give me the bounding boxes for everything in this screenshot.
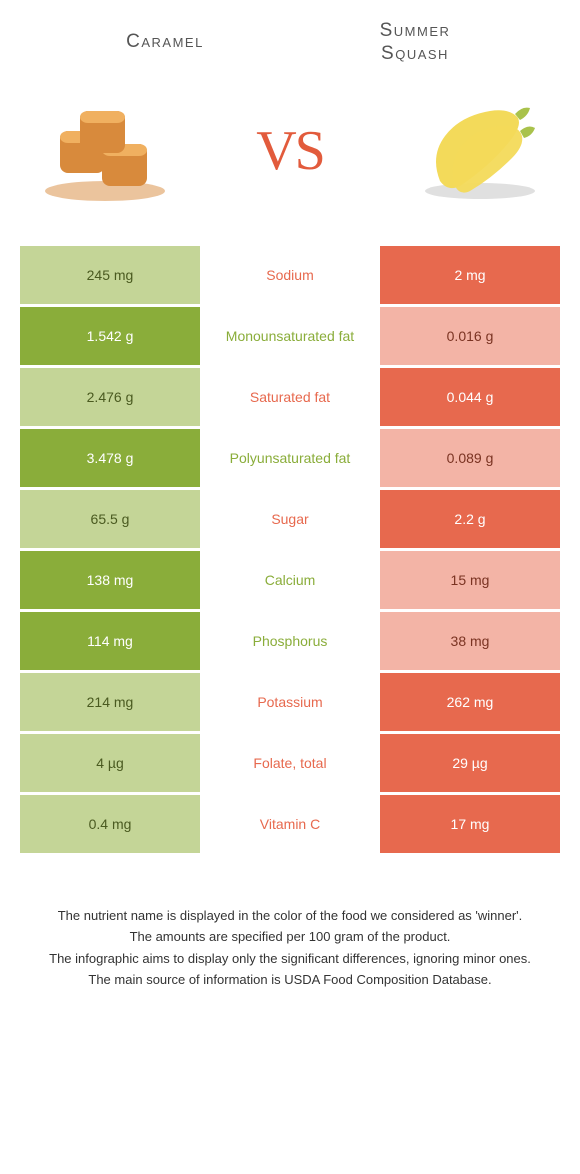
value-right: 2.2 g xyxy=(380,490,560,548)
footer-line: The nutrient name is displayed in the co… xyxy=(40,906,540,926)
value-left: 138 mg xyxy=(20,551,200,609)
vs-row: VS xyxy=(0,76,580,246)
value-left: 214 mg xyxy=(20,673,200,731)
nutrient-table: 245 mgSodium2 mg1.542 gMonounsaturated f… xyxy=(0,246,580,853)
value-left: 114 mg xyxy=(20,612,200,670)
table-row: 4 µgFolate, total29 µg xyxy=(20,734,560,792)
nutrient-name: Potassium xyxy=(200,673,380,731)
footer-line: The main source of information is USDA F… xyxy=(40,970,540,990)
table-row: 138 mgCalcium15 mg xyxy=(20,551,560,609)
table-row: 1.542 gMonounsaturated fat0.016 g xyxy=(20,307,560,365)
footer-notes: The nutrient name is displayed in the co… xyxy=(0,856,580,990)
nutrient-name: Sugar xyxy=(200,490,380,548)
nutrient-name: Monounsaturated fat xyxy=(200,307,380,365)
table-row: 2.476 gSaturated fat0.044 g xyxy=(20,368,560,426)
food-left-image xyxy=(20,86,190,216)
footer-line: The infographic aims to display only the… xyxy=(40,949,540,969)
value-left: 3.478 g xyxy=(20,429,200,487)
nutrient-name: Folate, total xyxy=(200,734,380,792)
value-right: 0.089 g xyxy=(380,429,560,487)
value-right: 0.016 g xyxy=(380,307,560,365)
food-right-title: Summer Squash xyxy=(290,20,540,66)
vs-label: VS xyxy=(256,119,324,183)
food-left-title: Caramel xyxy=(40,31,290,54)
value-left: 0.4 mg xyxy=(20,795,200,853)
value-right: 262 mg xyxy=(380,673,560,731)
value-right: 15 mg xyxy=(380,551,560,609)
table-row: 114 mgPhosphorus38 mg xyxy=(20,612,560,670)
value-left: 65.5 g xyxy=(20,490,200,548)
table-row: 0.4 mgVitamin C17 mg xyxy=(20,795,560,853)
nutrient-name: Vitamin C xyxy=(200,795,380,853)
nutrient-name: Sodium xyxy=(200,246,380,304)
value-right: 0.044 g xyxy=(380,368,560,426)
value-right: 38 mg xyxy=(380,612,560,670)
value-left: 2.476 g xyxy=(20,368,200,426)
food-right-image xyxy=(390,86,560,216)
value-left: 1.542 g xyxy=(20,307,200,365)
table-row: 3.478 gPolyunsaturated fat0.089 g xyxy=(20,429,560,487)
nutrient-name: Calcium xyxy=(200,551,380,609)
table-row: 245 mgSodium2 mg xyxy=(20,246,560,304)
footer-line: The amounts are specified per 100 gram o… xyxy=(40,927,540,947)
header: Caramel Summer Squash xyxy=(0,0,580,76)
table-row: 214 mgPotassium262 mg xyxy=(20,673,560,731)
table-row: 65.5 gSugar2.2 g xyxy=(20,490,560,548)
value-right: 17 mg xyxy=(380,795,560,853)
nutrient-name: Saturated fat xyxy=(200,368,380,426)
value-left: 245 mg xyxy=(20,246,200,304)
value-right: 29 µg xyxy=(380,734,560,792)
nutrient-name: Phosphorus xyxy=(200,612,380,670)
nutrient-name: Polyunsaturated fat xyxy=(200,429,380,487)
value-left: 4 µg xyxy=(20,734,200,792)
value-right: 2 mg xyxy=(380,246,560,304)
